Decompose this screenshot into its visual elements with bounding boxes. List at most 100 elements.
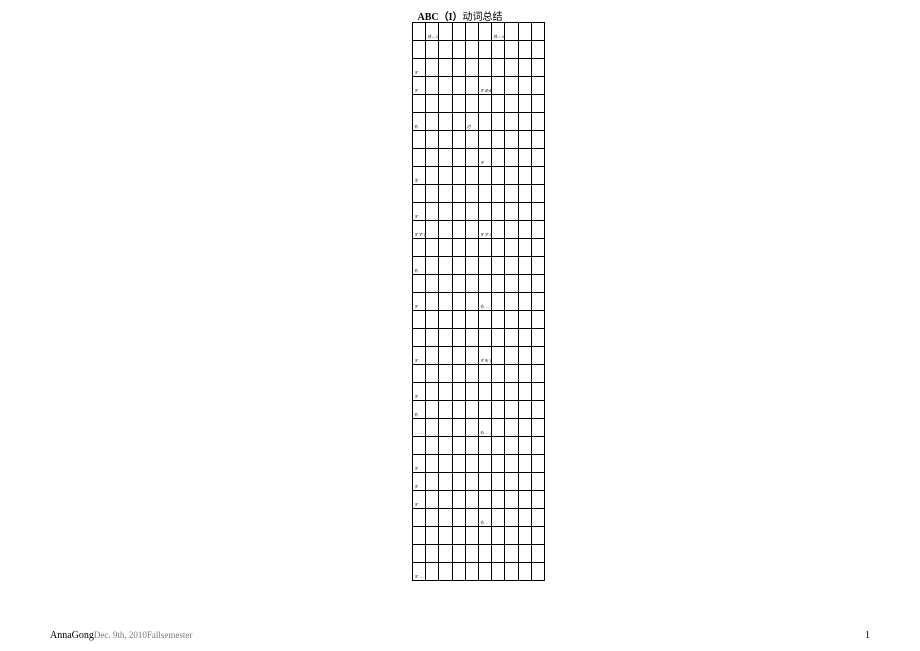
table-cell (518, 149, 531, 167)
table-cell (452, 383, 465, 401)
table-cell (505, 509, 518, 527)
footer-date: Dec. 9th, 2010Fallsemester (94, 630, 192, 640)
table-cell (492, 491, 505, 509)
table-cell (439, 419, 452, 437)
table-cell (426, 329, 439, 347)
table-cell: も (413, 401, 426, 419)
table-cell (439, 41, 452, 59)
table-cell (531, 347, 544, 365)
table-cell (413, 509, 426, 527)
table-cell (518, 167, 531, 185)
table-cell (505, 239, 518, 257)
footer-author: AnnaGong (50, 630, 94, 641)
table-cell (531, 131, 544, 149)
table-cell (465, 527, 478, 545)
table-cell: も (413, 113, 426, 131)
table-cell (426, 419, 439, 437)
table-cell (492, 383, 505, 401)
table-cell: 月 — 火 — — (492, 23, 505, 41)
table-cell (478, 545, 491, 563)
table-cell (452, 311, 465, 329)
table-cell (505, 383, 518, 401)
table-cell (518, 347, 531, 365)
table-cell (492, 329, 505, 347)
table-cell (531, 77, 544, 95)
table-cell (531, 527, 544, 545)
table-cell (439, 509, 452, 527)
table-cell (439, 167, 452, 185)
table-cell (452, 509, 465, 527)
page-number: 1 (865, 630, 870, 641)
table-cell (478, 527, 491, 545)
table-cell (505, 365, 518, 383)
table-cell (492, 311, 505, 329)
table-cell (505, 455, 518, 473)
table-cell (413, 275, 426, 293)
table-cell: も . . . . (478, 293, 491, 311)
table-cell (465, 347, 478, 365)
table-cell (492, 203, 505, 221)
table-cell (505, 545, 518, 563)
table-cell (531, 185, 544, 203)
table-cell (465, 203, 478, 221)
table-cell (505, 41, 518, 59)
table-cell (492, 239, 505, 257)
table-cell (518, 509, 531, 527)
table-cell (426, 41, 439, 59)
table-cell: す (413, 455, 426, 473)
table-cell (465, 23, 478, 41)
table-cell (518, 59, 531, 77)
table-cell (505, 167, 518, 185)
table-cell: す . . . . . (413, 563, 426, 581)
table-cell (505, 59, 518, 77)
table-cell: も (413, 257, 426, 275)
table-cell (465, 563, 478, 581)
table-cell (465, 95, 478, 113)
table-cell (452, 95, 465, 113)
table-cell (465, 455, 478, 473)
table-cell (465, 365, 478, 383)
table-cell (505, 437, 518, 455)
table-cell: す (478, 149, 491, 167)
table-cell (426, 59, 439, 77)
table-cell (492, 293, 505, 311)
table-cell (452, 167, 465, 185)
table-cell (413, 239, 426, 257)
table-cell (426, 167, 439, 185)
table-cell (465, 437, 478, 455)
verb-summary-table: 月 — 火 — —月 — 火 — —すすす め め め めも刃す王すす す す … (412, 22, 545, 581)
table-cell: も . . . (478, 509, 491, 527)
table-cell (492, 167, 505, 185)
table-cell (518, 311, 531, 329)
table-cell (452, 239, 465, 257)
table-cell (492, 221, 505, 239)
table-cell: . . . . . . (413, 419, 426, 437)
main-table-container: 月 — 火 — —月 — 火 — —すすす め め め めも刃す王すす す す … (412, 22, 545, 581)
table-cell: す も す も (478, 347, 491, 365)
table-cell (492, 131, 505, 149)
table-cell: す (413, 473, 426, 491)
table-cell (531, 149, 544, 167)
table-cell (465, 473, 478, 491)
table-cell (478, 365, 491, 383)
table-cell (478, 23, 491, 41)
table-cell (531, 545, 544, 563)
table-cell (531, 365, 544, 383)
table-cell (426, 455, 439, 473)
table-cell (465, 59, 478, 77)
table-cell (518, 95, 531, 113)
table-cell (413, 185, 426, 203)
table-cell (492, 257, 505, 275)
table-cell (413, 95, 426, 113)
table-cell (439, 59, 452, 77)
table-cell (465, 275, 478, 293)
table-cell (505, 293, 518, 311)
table-cell (426, 401, 439, 419)
table-cell (518, 113, 531, 131)
table-cell (492, 545, 505, 563)
table-cell (492, 563, 505, 581)
table-cell (518, 473, 531, 491)
table-cell: 刃 (465, 113, 478, 131)
table-cell (492, 419, 505, 437)
table-cell (492, 401, 505, 419)
